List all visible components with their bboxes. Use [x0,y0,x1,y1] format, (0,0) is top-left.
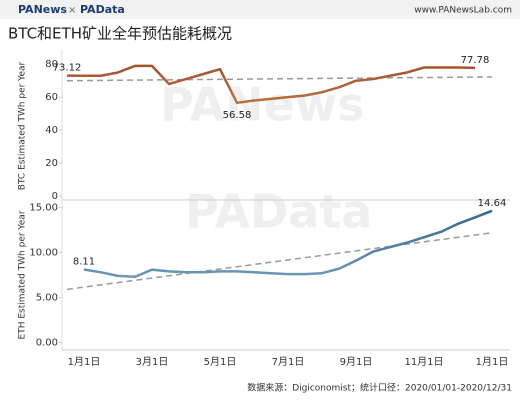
x-tick-label: 1月1日 [68,356,101,368]
x-tick-label: 11月1日 [404,356,443,368]
data-label: 73.12 [53,63,82,74]
y-axis-label: ETH Estimated TWh per Year [18,210,28,339]
logo-sep: × [68,5,76,16]
y-tick-label: 10.00 [29,248,58,259]
watermark: PAData [185,185,372,239]
logo-left: PANews [18,3,67,16]
header-bar [0,0,520,19]
series-line [66,64,476,105]
y-tick-label: 0 [52,191,58,202]
x-tick-label: 3月1日 [136,356,169,368]
y-axis-label: BTC Estimated TWh per Year [18,61,28,190]
x-tick-label: 1月1日 [476,356,509,368]
chart-title: BTC和ETH矿业全年预估能耗概况 [8,25,232,43]
y-tick-label: 0.00 [36,337,58,348]
series-line [83,209,493,279]
y-tick-label: 60 [45,92,58,103]
x-tick-label: 7月1日 [272,356,305,368]
data-label: 8.11 [73,257,95,268]
source-note: 数据来源：Digiconomist；统计口径：2020/01/01-2020/1… [247,382,512,394]
trend-line [66,232,493,291]
y-tick-label: 5.00 [36,292,58,303]
data-label: 77.78 [461,55,490,66]
data-label: 14.64 [478,198,507,209]
trend-line [66,76,493,82]
x-tick-label: 9月1日 [340,356,373,368]
x-tick-label: 5月1日 [204,356,237,368]
y-tick-label: 40 [45,125,58,136]
y-tick-label: 20 [45,158,58,169]
logo-right: PAData [80,3,125,16]
y-tick-label: 80 [45,59,58,70]
data-label: 56.58 [223,110,252,121]
site-url: www.PANewsLab.com [414,6,512,16]
watermark: PANews [160,78,365,132]
y-tick-label: 15.00 [29,203,58,214]
